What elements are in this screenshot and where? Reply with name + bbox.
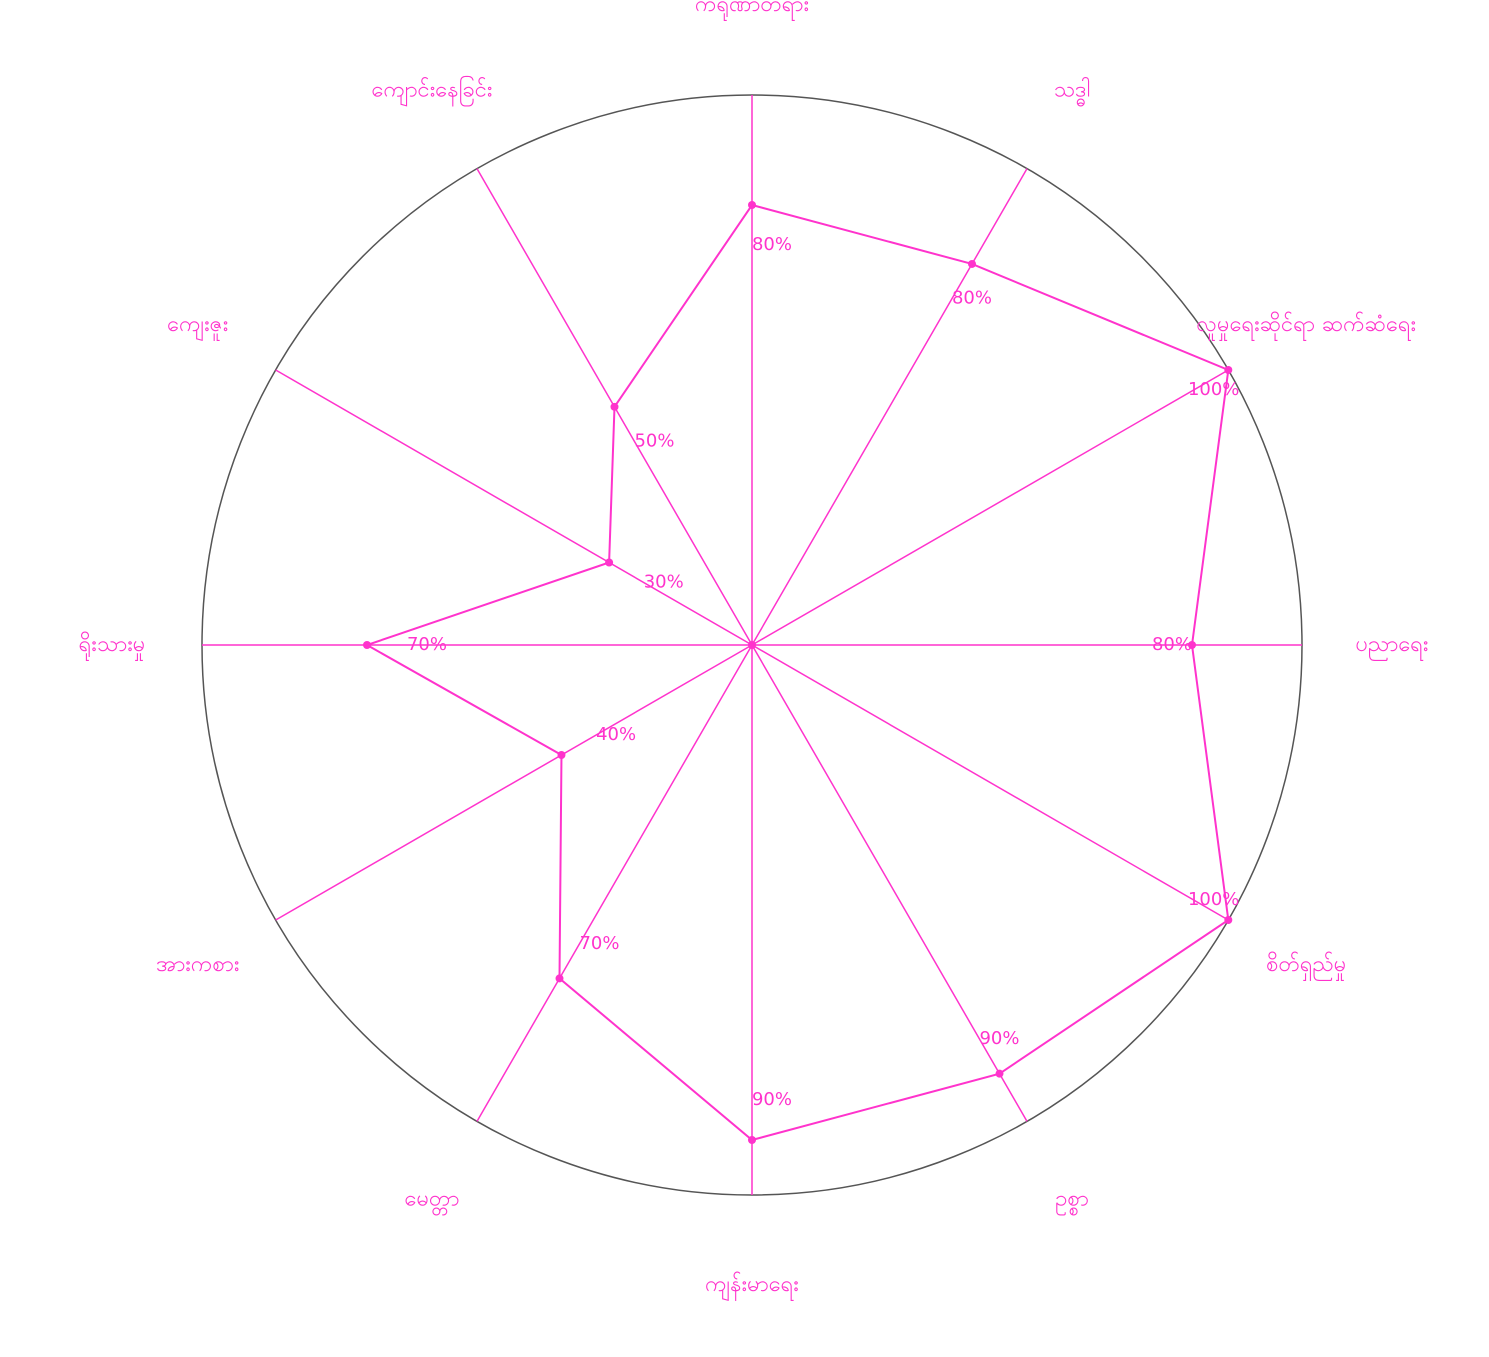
axis-label: စိတ်ရှည်မှု (1266, 951, 1346, 982)
value-label: 30% (644, 572, 684, 593)
value-label: 50% (634, 430, 674, 451)
data-point (363, 641, 371, 649)
axis-line (276, 370, 752, 645)
data-point (1224, 916, 1232, 924)
value-label: 70% (407, 634, 447, 655)
axis-label: ကရုဏာတရား (695, 0, 809, 21)
axis-label: အားကစား (156, 952, 239, 977)
axis-label: ပညာရေး (1355, 632, 1428, 661)
value-label: 70% (579, 933, 619, 954)
data-point (968, 260, 976, 268)
data-point (556, 974, 564, 982)
value-label: 100% (1188, 379, 1239, 400)
data-point (748, 1136, 756, 1144)
value-label: 40% (596, 724, 636, 745)
axis-line (752, 645, 1027, 1121)
axis-label: လူမှုရေးဆိုင်ရာ ဆက်ဆံရေး (1196, 311, 1416, 341)
axis-line (752, 645, 1228, 920)
data-point (1224, 366, 1232, 374)
value-label: 90% (979, 1028, 1019, 1049)
axis-label: ကျောင်းနေခြင်း (372, 76, 493, 107)
axis-line (276, 645, 752, 920)
value-label: 80% (752, 234, 792, 255)
data-point (748, 201, 756, 209)
axis-label: သဒ္ဓါ (1054, 77, 1091, 107)
data-point (996, 1070, 1004, 1078)
axis-line (477, 645, 752, 1121)
data-point (605, 559, 613, 567)
axis-label: ရိုးသားမှု (79, 631, 146, 661)
center (748, 641, 756, 649)
data-point (557, 751, 565, 759)
value-label: 90% (752, 1089, 792, 1110)
radar-line (367, 205, 1228, 1140)
axis-label: ကျေးဇူး (167, 312, 228, 341)
chart: ကရုဏာတရားသဒ္ဓါလူမှုရေးဆိုင်ရာ ဆက်ဆံရေးပည… (0, 0, 1489, 1357)
axis-label: မေတ္တာ (405, 1186, 460, 1215)
axis-line (752, 169, 1027, 645)
axis-label: ဥစ္စာ (1055, 1186, 1089, 1215)
page: ကရုဏာတရားသဒ္ဓါလူမှုရေးဆိုင်ရာ ဆက်ဆံရေးပည… (0, 0, 1489, 1357)
value-label: 100% (1188, 889, 1239, 910)
axis-line (752, 370, 1228, 645)
axis-label: ကျန်းမာရေး (705, 1271, 799, 1301)
value-label: 80% (1152, 634, 1192, 655)
data-point (611, 403, 619, 411)
value-label: 80% (952, 288, 992, 309)
